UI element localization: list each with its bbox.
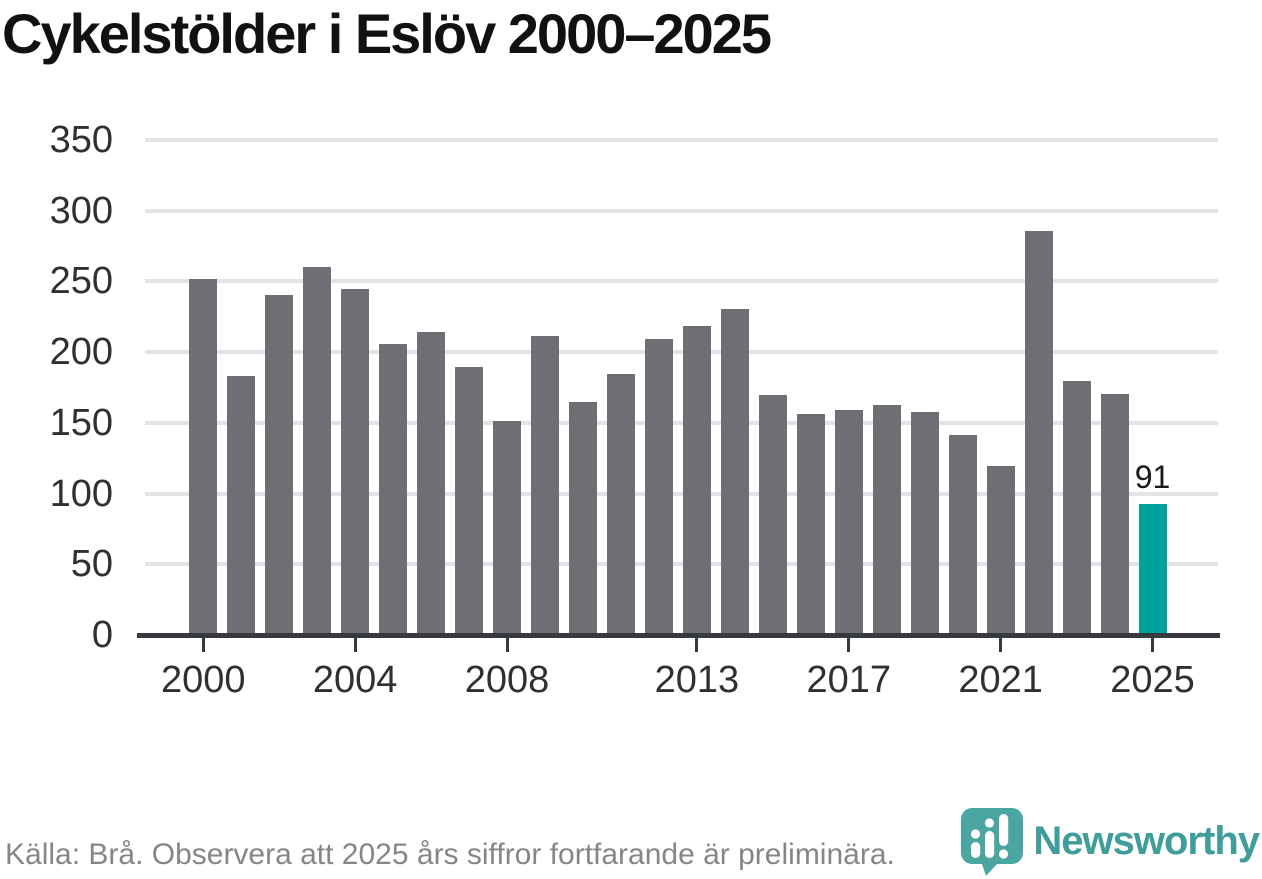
gridline — [145, 562, 1218, 567]
bar-2007 — [455, 367, 484, 633]
gridline — [145, 420, 1218, 425]
plot-area: 91 — [137, 138, 1220, 652]
chart-title: Cykelstölder i Eslöv 2000–2025 — [2, 2, 772, 65]
bar-2001 — [227, 376, 256, 633]
bar-2024 — [1100, 394, 1129, 633]
y-tick-label: 250 — [49, 260, 113, 303]
y-tick-label: 50 — [70, 543, 113, 586]
bar-2025 — [1138, 504, 1167, 633]
bar-2003 — [303, 267, 332, 633]
bar-2000 — [189, 279, 218, 633]
gridline — [145, 491, 1218, 496]
bar-2008 — [493, 421, 522, 633]
x-tick-mark — [201, 638, 205, 652]
newsworthy-logo: Newsworthy — [959, 806, 1260, 876]
x-tick-mark — [847, 638, 851, 652]
y-tick-label: 0 — [91, 614, 113, 656]
gridline — [145, 350, 1218, 355]
y-tick-label: 150 — [49, 401, 113, 444]
bar-2015 — [758, 395, 787, 633]
bar-2020 — [948, 435, 977, 633]
x-tick-mark — [1151, 638, 1155, 652]
bar-2019 — [910, 412, 939, 633]
bar-2006 — [417, 332, 446, 633]
bar-2013 — [682, 326, 711, 633]
y-tick-label: 100 — [49, 472, 113, 515]
gridline — [145, 208, 1218, 213]
bar-2021 — [986, 466, 1015, 633]
bar-2014 — [720, 309, 749, 633]
bar-2018 — [872, 405, 901, 633]
x-tick-label: 2017 — [806, 659, 892, 701]
x-axis-line — [137, 633, 1220, 638]
gridline — [145, 279, 1218, 284]
x-tick-label: 2021 — [958, 659, 1043, 701]
bar-2002 — [265, 295, 294, 633]
bar-2005 — [379, 344, 408, 633]
bar-2016 — [796, 414, 825, 633]
bar-2023 — [1062, 381, 1091, 633]
source-note: Källa: Brå. Observera att 2025 års siffr… — [5, 838, 895, 871]
x-tick-mark — [695, 638, 699, 652]
x-tick-mark — [353, 638, 357, 652]
x-tick-label: 2004 — [312, 659, 398, 701]
bar-2022 — [1024, 231, 1053, 633]
newsworthy-logo-text: Newsworthy — [1033, 818, 1260, 863]
x-tick-label: 2000 — [161, 659, 246, 701]
y-tick-label: 300 — [49, 189, 113, 232]
y-tick-label: 200 — [49, 331, 113, 374]
x-tick-label: 2025 — [1110, 659, 1195, 701]
x-tick-label: 2013 — [654, 659, 740, 701]
bar-2012 — [644, 339, 673, 633]
bar-2017 — [834, 410, 863, 633]
bar-2004 — [341, 289, 370, 633]
bar-2011 — [606, 374, 635, 633]
newsworthy-logo-icon — [959, 806, 1025, 876]
gridline — [145, 138, 1218, 142]
bar-value-label: 91 — [1134, 459, 1171, 496]
x-tick-mark — [505, 638, 509, 652]
x-tick-mark — [999, 638, 1003, 652]
bar-2009 — [531, 336, 560, 633]
x-tick-label: 2008 — [464, 659, 550, 701]
y-tick-label: 350 — [49, 119, 113, 161]
bar-2010 — [569, 402, 597, 633]
